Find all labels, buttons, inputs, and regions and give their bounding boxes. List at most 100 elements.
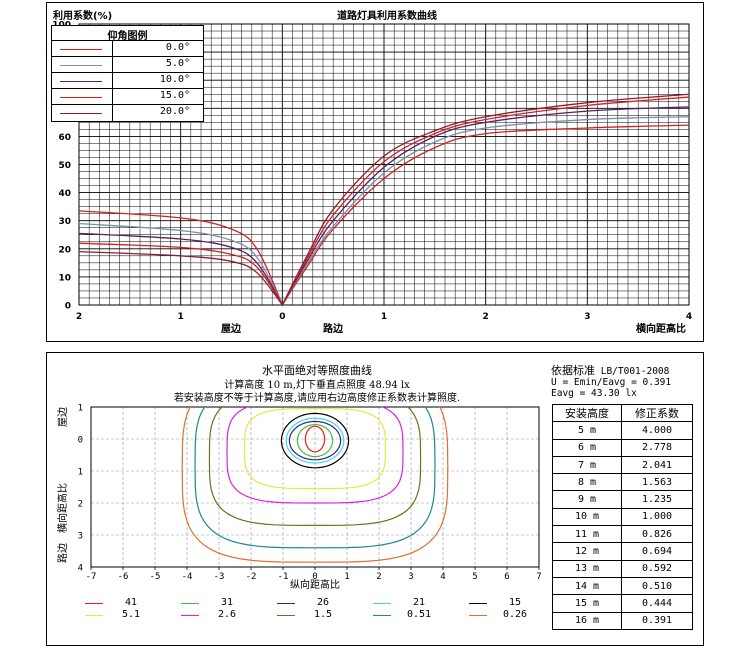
installation-height-cell: 9 m — [552, 490, 622, 509]
isolux-legend-label: 31 — [220, 597, 234, 608]
y-tick-label: 0 — [65, 302, 71, 312]
elevation-legend-title: 仰角图例 — [107, 31, 148, 42]
x-tick-label: -4 — [182, 572, 193, 582]
contour-2.6 — [226, 407, 404, 504]
elevation-legend: 仰角图例 0.0° 5.0° 10.0° 15.0° 20.0° — [51, 25, 204, 122]
legend-swatch — [60, 97, 102, 98]
isolux-legend-label: 1.5 — [313, 609, 333, 620]
isolux-legend-label: 26 — [316, 597, 330, 608]
uniformity-value: U = Emin/Eavg = 0.391 — [551, 377, 672, 388]
eavg-value: Eavg = 43.30 lx — [551, 388, 637, 399]
y-tick-label: 60 — [58, 133, 71, 143]
isolux-contours — [181, 407, 449, 563]
legend-divider — [112, 73, 113, 89]
isolux-legend-label: 15 — [508, 597, 522, 608]
utilization-left-side-label: 屋边 — [221, 322, 242, 335]
correction-table-row: 5 m 4.000 — [552, 421, 693, 440]
legend-label: 5.0° — [165, 58, 190, 69]
correction-table-row: 8 m 1.563 — [552, 473, 693, 492]
isolux-legend-swatch — [469, 615, 487, 616]
contour-26 — [288, 420, 342, 461]
correction-table-row: 6 m 2.778 — [552, 438, 693, 457]
installation-height-cell: 16 m — [552, 611, 622, 630]
x-tick-label: 1 — [381, 312, 387, 322]
correction-info: 依据标准 LB/T001-2008 U = Emin/Eavg = 0.391 … — [551, 365, 701, 399]
correction-factor-cell: 0.510 — [621, 576, 693, 596]
correction-table-row: 11 m 0.826 — [552, 525, 693, 544]
correction-table-row: 15 m 0.444 — [552, 594, 693, 613]
isolux-legend-swatch — [181, 615, 199, 616]
series-line-0 — [78, 124, 690, 307]
contour-0.26 — [181, 407, 449, 563]
x-tick-label: 0 — [279, 312, 285, 322]
installation-height-cell: 6 m — [552, 438, 622, 457]
legend-label: 15.0° — [159, 90, 190, 101]
legend-entry: 0.0° — [52, 40, 203, 57]
isolux-legend-label: 0.51 — [406, 609, 432, 620]
x-tick-label: 4 — [440, 572, 445, 582]
isolux-x-label: 纵向距高比 — [290, 578, 340, 591]
isolux-legend-swatch — [277, 603, 295, 604]
correction-factor-cell: 4.000 — [621, 421, 693, 440]
isolux-legend-label: 21 — [412, 597, 426, 608]
isolux-legend-label: 41 — [124, 597, 138, 608]
y-tick-label: 40 — [58, 189, 71, 199]
y-tick-label: 10 — [58, 273, 71, 283]
contour-15 — [280, 412, 350, 469]
height-correction-table: 安装高度 修正系数 5 m 4.000 6 m 2.778 7 m 2.041 8 m 1.5… — [552, 403, 693, 630]
correction-factor-cell: 1.563 — [621, 473, 693, 492]
x-tick-label: -7 — [86, 572, 97, 582]
y-tick-label: 3 — [78, 532, 83, 542]
y-tick-label: 1 — [78, 468, 83, 478]
isolux-legend-swatch — [181, 603, 199, 604]
x-tick-label: 0 — [312, 572, 317, 582]
legend-divider — [112, 41, 113, 57]
y-tick-label: 50 — [58, 161, 71, 171]
contour-1.5 — [208, 407, 422, 526]
legend-label: 0.0° — [165, 42, 190, 53]
correction-factor-cell: 0.444 — [621, 594, 693, 613]
legend-entry: 15.0° — [52, 88, 203, 105]
correction-table-row: 9 m 1.235 — [552, 490, 693, 509]
x-tick-label: -1 — [278, 572, 289, 582]
x-tick-label: 3 — [408, 572, 413, 582]
correction-factor-cell: 0.391 — [621, 611, 693, 630]
legend-divider — [112, 89, 113, 105]
correction-table-row: 10 m 1.000 — [552, 507, 693, 527]
legend-entry: 10.0° — [52, 72, 203, 89]
installation-height-cell: 5 m — [552, 421, 622, 440]
isolux-legend: 41 31 26 21 15 5.1 2.6 1.5 0.51 0.26 — [85, 597, 545, 621]
utilization-grid — [78, 23, 690, 306]
x-tick-label: -6 — [118, 572, 129, 582]
isolux-chart: -7 -6 -5 -4 -3 -2 -1 0 1 2 3 4 5 6 7 1 0 1 2 3 4 水平面绝对等照度曲线… — [56, 363, 542, 591]
x-tick-label: 2 — [76, 312, 82, 322]
x-tick-label: 6 — [504, 572, 509, 582]
installation-height-cell: 10 m — [552, 507, 622, 527]
correction-table-header: 安装高度 修正系数 — [552, 403, 693, 423]
y-tick-label: 0 — [78, 436, 83, 446]
legend-divider — [112, 57, 113, 73]
isolux-title: 水平面绝对等照度曲线 — [262, 363, 372, 377]
isolux-top-side-label: 屋边 — [57, 407, 69, 427]
y-tick-label: 1 — [78, 404, 83, 414]
plot-frame — [78, 23, 690, 306]
y-tick-label: 20 — [58, 245, 71, 255]
utilization-x-label: 横向距高比 — [636, 322, 686, 335]
installation-height-cell: 14 m — [552, 576, 622, 596]
standard-value: LB/T001-2008 — [600, 366, 670, 377]
correction-factor-cell: 2.778 — [621, 438, 693, 457]
contour-5.1 — [243, 407, 386, 490]
correction-table-body: 5 m 4.000 6 m 2.778 7 m 2.041 8 m 1.563 9 m 1.235… — [552, 421, 693, 630]
header-correction-factor: 修正系数 — [621, 403, 693, 423]
installation-height-cell: 7 m — [552, 455, 622, 475]
contour-41 — [304, 425, 326, 453]
correction-table-row: 16 m 0.391 — [552, 611, 693, 630]
isolux-legend-swatch — [85, 615, 103, 616]
correction-factor-cell: 0.694 — [621, 542, 693, 561]
isolux-grid — [90, 406, 540, 568]
x-tick-label: 2 — [483, 312, 489, 322]
isolux-legend-swatch — [85, 603, 103, 604]
x-tick-label: 7 — [536, 572, 541, 582]
installation-height-cell: 13 m — [552, 559, 622, 578]
